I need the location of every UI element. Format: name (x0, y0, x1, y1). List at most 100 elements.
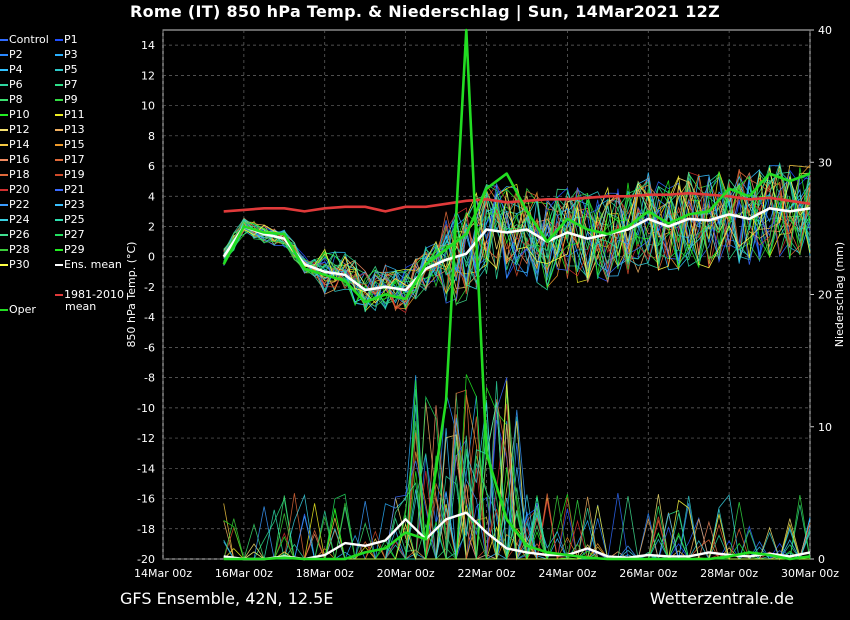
legend-entry: P27 (55, 228, 85, 242)
legend-swatch (0, 99, 8, 101)
legend-entry: P7 (55, 78, 78, 92)
oper-line (222, 172, 811, 304)
legend-label: P19 (64, 168, 85, 181)
member-temp-line (223, 167, 811, 306)
legend-entry: P24 (0, 213, 30, 227)
y-tick-label: -2 (144, 281, 155, 294)
legend-label: P30 (9, 258, 30, 271)
legend-label: P17 (64, 153, 85, 166)
legend-entry: P3 (55, 48, 78, 62)
legend-label: P29 (64, 243, 85, 256)
legend-entry: P4 (0, 63, 23, 77)
ens-mean-line (222, 207, 811, 292)
member-temp-line (223, 161, 811, 313)
legend-entry: P21 (55, 183, 85, 197)
y-tick-label: -10 (137, 402, 155, 415)
y-tick-label: -12 (137, 432, 155, 445)
legend-swatch (0, 249, 8, 251)
legend-label: Ens. mean (64, 258, 122, 271)
1981-2010-mean-line (223, 191, 811, 213)
y-tick-label: -16 (137, 493, 155, 506)
legend-label: P8 (9, 93, 23, 106)
legend-swatch (55, 219, 63, 221)
y2-tick-label: 30 (818, 156, 832, 169)
legend-entry: P17 (55, 153, 85, 167)
y2-tick-label: 0 (818, 553, 825, 566)
legend-entry: Ens. mean (55, 258, 122, 272)
member-temp-line (223, 167, 811, 304)
legend-swatch (55, 264, 63, 266)
member-precip-line (223, 414, 810, 561)
legend-swatch (0, 204, 8, 206)
legend-label: P25 (64, 213, 85, 226)
y-tick-label: 6 (148, 160, 155, 173)
legend-entry: P11 (55, 108, 85, 122)
y-tick-label: -18 (137, 523, 155, 536)
legend-label: P24 (9, 213, 30, 226)
legend-label: P4 (9, 63, 23, 76)
legend-swatch (0, 129, 8, 131)
x-tick-label: 20Mar 00z (377, 567, 435, 580)
legend-label: P14 (9, 138, 30, 151)
legend-swatch (55, 54, 63, 56)
model-location-label: GFS Ensemble, 42N, 12.5E (120, 589, 334, 608)
oper-precipitation-line (223, 28, 811, 561)
legend-label: P22 (9, 198, 30, 211)
legend-entry: P1 (55, 33, 78, 47)
legend-entry: P23 (55, 198, 85, 212)
legend-entry: P22 (0, 198, 30, 212)
member-temp-line (223, 168, 811, 308)
legend-entry: P8 (0, 93, 23, 107)
legend-label: Control (9, 33, 49, 46)
legend-label: P11 (64, 108, 85, 121)
legend-label: P15 (64, 138, 85, 151)
chart-title: Rome (IT) 850 hPa Temp. & Niederschlag |… (130, 2, 720, 21)
legend-swatch (55, 174, 63, 176)
legend-entry: P9 (55, 93, 78, 107)
legend-label: P9 (64, 93, 78, 106)
legend-swatch (0, 219, 8, 221)
legend-swatch (55, 204, 63, 206)
legend-entry: 1981-2010 mean (55, 288, 124, 312)
legend-label: P7 (64, 78, 78, 91)
y2-tick-label: 10 (818, 421, 832, 434)
x-tick-label: 26Mar 00z (619, 567, 677, 580)
member-temp-line (223, 169, 811, 310)
legend-swatch (0, 159, 8, 161)
y-tick-label: 12 (141, 69, 155, 82)
legend-label-line2: mean (65, 300, 97, 313)
legend-entry: P14 (0, 138, 30, 152)
legend-swatch (55, 114, 63, 116)
legend-label: P23 (64, 198, 85, 211)
legend-swatch (55, 159, 63, 161)
legend-label: P1 (64, 33, 78, 46)
legend-label: P3 (64, 48, 78, 61)
y-tick-label: 10 (141, 100, 155, 113)
member-precip-line (223, 381, 810, 560)
legend-swatch (0, 174, 8, 176)
legend-label: P13 (64, 123, 85, 136)
y-tick-label: 14 (141, 39, 155, 52)
legend-swatch (0, 234, 8, 236)
x-tick-label: 18Mar 00z (296, 567, 354, 580)
y-tick-label: -20 (137, 553, 155, 566)
y-tick-label: -4 (144, 311, 155, 324)
legend-label: 1981-2010 (64, 288, 124, 301)
legend-entry: P26 (0, 228, 30, 242)
legend-swatch (55, 84, 63, 86)
legend-label: P21 (64, 183, 85, 196)
legend-label: Oper (9, 303, 36, 316)
y2-axis-label: Niederschlag (mm) (833, 242, 846, 347)
legend-swatch (0, 54, 8, 56)
legend-entry: P12 (0, 123, 30, 137)
member-temp-line (223, 170, 811, 312)
x-tick-label: 14Mar 00z (134, 567, 192, 580)
legend-label: P12 (9, 123, 30, 136)
y2-tick-label: 20 (818, 289, 832, 302)
legend-swatch (55, 189, 63, 191)
legend-swatch (0, 144, 8, 146)
x-tick-label: 22Mar 00z (457, 567, 515, 580)
legend-swatch (0, 84, 8, 86)
y2-tick-label: 40 (818, 24, 832, 37)
x-tick-label: 24Mar 00z (538, 567, 596, 580)
